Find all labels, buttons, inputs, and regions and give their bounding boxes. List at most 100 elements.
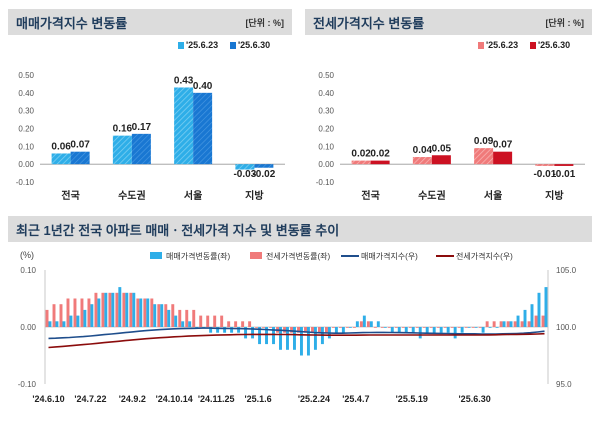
- trend-jeonse-bar: [80, 298, 84, 327]
- trend-jeonse-bar: [199, 315, 203, 327]
- trend-x-tick: '25.2.24: [298, 394, 330, 404]
- trend-jeonse-bar: [164, 304, 168, 327]
- trend-jeonse-bar: [213, 315, 217, 327]
- trend-sale-bar: [111, 292, 115, 327]
- trend-jeonse-bar: [115, 292, 119, 327]
- trend-left-unit: (%): [20, 250, 34, 260]
- trend-legend-swatch: [150, 252, 162, 259]
- trend-sale-bar: [195, 327, 199, 328]
- trend-right-tick: 100.0: [556, 323, 577, 332]
- trend-sale-bar: [369, 321, 373, 327]
- trend-sale-bar: [474, 327, 478, 328]
- trend-sale-bar: [251, 327, 255, 339]
- trend-sale-bar: [209, 327, 213, 333]
- trend-jeonse-bar: [471, 327, 475, 328]
- trend-sale-bar: [502, 321, 506, 327]
- sale-category-label: 전국: [61, 189, 79, 202]
- jeonse-legend-label: '25.6.30: [538, 40, 570, 50]
- jeonse-ytick: 0.00: [318, 160, 334, 169]
- trend-jeonse-bar: [304, 327, 307, 333]
- trend-x-tick: '25.6.30: [459, 394, 491, 404]
- trend-jeonse-bar: [73, 298, 77, 327]
- sale-bar: [235, 164, 255, 170]
- trend-jeonse-bar: [478, 327, 482, 328]
- trend-sale-bar: [376, 321, 380, 327]
- trend-legend-swatch: [250, 252, 262, 259]
- trend-sale-bar: [362, 315, 366, 327]
- jeonse-data-label: 0.04: [413, 145, 433, 156]
- jeonse-change-chart: 0.50 0.40 0.30 0.20 0.10 0.00 -0.10 '25.6.23 '25…: [316, 40, 585, 202]
- trend-jeonse-bar: [520, 321, 524, 327]
- trend-legend-label: 전세가격변동률(좌): [266, 251, 331, 261]
- trend-panel-header: 최근 1년간 전국 아파트 매매ㆍ전세가격 지수 및 변동률 추이: [8, 216, 592, 242]
- sale-category-label: 수도권: [118, 190, 146, 202]
- trend-jeonse-bar: [513, 321, 517, 327]
- jeonse-data-label: 0.02: [351, 149, 371, 160]
- trend-sale-bar: [299, 327, 303, 356]
- trend-jeonse-bar: [94, 292, 98, 327]
- jeonse-ytick: 0.10: [318, 142, 334, 151]
- jeonse-data-label: 0.07: [493, 140, 513, 151]
- trend-sale-bar: [160, 304, 164, 327]
- trend-sale-bar: [446, 327, 450, 333]
- trend-sale-bar: [530, 304, 534, 327]
- trend-jeonse-bar: [408, 327, 412, 328]
- jeonse-category-label: 전국: [361, 189, 379, 202]
- trend-x-tick: '25.4.7: [342, 394, 369, 404]
- jeonse-data-label: 0.05: [432, 143, 452, 154]
- trend-jeonse-bar: [108, 292, 112, 327]
- trend-sale-bar: [488, 327, 492, 328]
- trend-sale-bar: [90, 304, 94, 327]
- trend-sale-bar: [181, 321, 185, 327]
- sale-bar: [193, 92, 213, 165]
- trend-jeonse-bar: [366, 321, 370, 327]
- sale-data-label: -0.02: [252, 169, 275, 180]
- sale-ytick: 0.00: [18, 160, 34, 169]
- trend-sale-bar: [516, 315, 520, 327]
- trend-jeonse-bar: [255, 327, 259, 328]
- trend-sale-bar: [355, 321, 359, 327]
- jeonse-data-label: 0.09: [474, 136, 494, 147]
- trend-jeonse-bar: [338, 327, 342, 328]
- trend-jeonse-bar: [52, 304, 56, 327]
- jeonse-panel-unit: [단위 : %]: [545, 17, 584, 28]
- trend-jeonse-bar: [450, 327, 454, 328]
- trend-jeonse-bar: [269, 327, 273, 328]
- trend-sale-bar: [537, 292, 541, 327]
- sale-data-label: 0.07: [70, 140, 90, 151]
- trend-jeonse-bar: [436, 327, 440, 328]
- sale-data-label: 0.17: [132, 122, 152, 133]
- trend-sale-bar: [544, 287, 548, 327]
- trend-sale-bar: [104, 292, 108, 327]
- jeonse-data-label: 0.02: [370, 149, 390, 160]
- trend-jeonse-bar: [234, 321, 238, 327]
- trend-sale-bar: [258, 327, 262, 345]
- trend-jeonse-bar: [171, 304, 175, 327]
- trend-sale-bar: [390, 327, 394, 333]
- sale-ytick: 0.10: [18, 142, 34, 151]
- trend-jeonse-bar: [206, 315, 210, 327]
- trend-sale-bar: [293, 327, 296, 350]
- trend-sale-bar: [223, 327, 227, 333]
- trend-sale-bar: [411, 327, 415, 333]
- jeonse-category-label: 지방: [545, 189, 564, 202]
- trend-jeonse-bar: [359, 321, 363, 327]
- trend-sale-index-line: [48, 327, 545, 340]
- trend-sale-bar: [306, 327, 310, 356]
- jeonse-ytick: -0.10: [316, 178, 335, 187]
- sale-legend-swatch: [230, 42, 236, 49]
- trend-jeonse-bar: [464, 327, 468, 328]
- jeonse-legend-swatch: [530, 42, 536, 49]
- trend-jeonse-index-line: [48, 332, 545, 349]
- trend-jeonse-bar: [262, 327, 266, 328]
- trend-legend-label: 매매가격지수(우): [361, 251, 418, 261]
- trend-jeonse-bar: [541, 315, 545, 327]
- sale-ytick: 0.40: [18, 89, 34, 98]
- trend-jeonse-bar: [527, 321, 531, 327]
- trend-sale-bar: [118, 287, 122, 327]
- trend-sale-bar: [48, 321, 52, 327]
- trend-sale-bar: [509, 321, 513, 327]
- trend-jeonse-bar: [325, 327, 328, 333]
- trend-x-tick: '24.11.25: [198, 394, 235, 404]
- jeonse-panel-title: 전세가격지수 변동률: [313, 15, 425, 31]
